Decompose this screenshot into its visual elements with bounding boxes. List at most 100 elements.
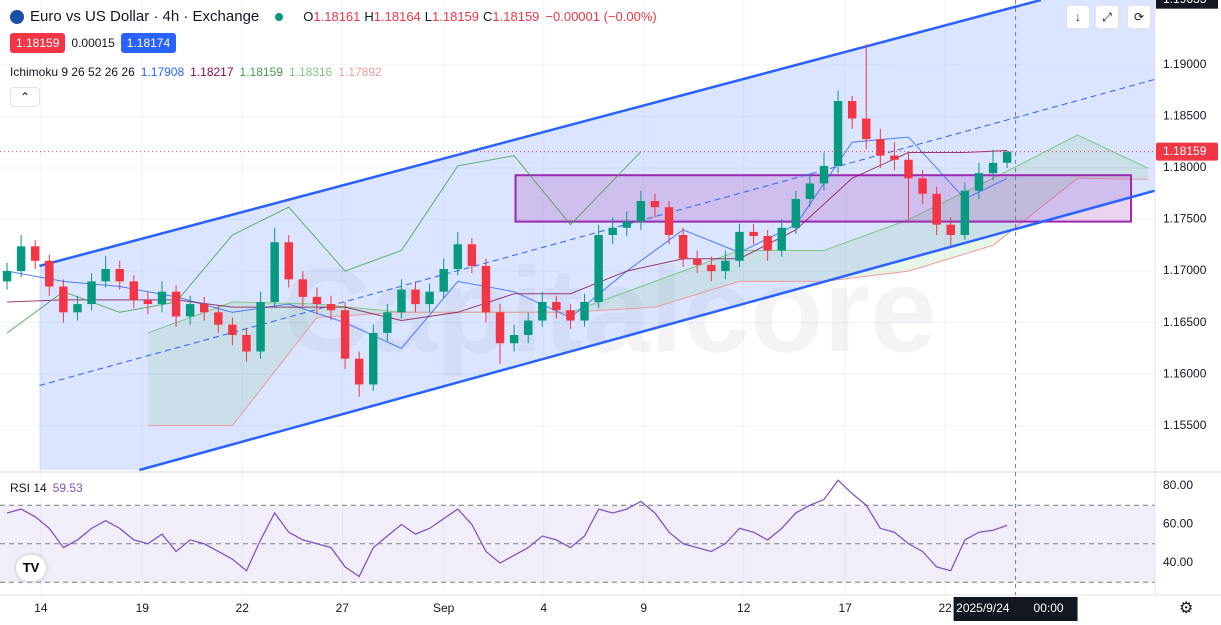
indicator-name[interactable]: Ichimoku 9 26 52 26 26 <box>10 65 135 79</box>
x-tick-label: 22 <box>236 601 250 615</box>
candle-body <box>552 301 561 311</box>
candle-body <box>228 324 237 335</box>
last-price-box <box>1156 142 1218 161</box>
crosshair-price-box <box>1156 0 1218 9</box>
candle-body <box>791 198 801 228</box>
candle-body <box>73 304 82 313</box>
refresh-button[interactable]: ⟳ <box>1127 5 1151 29</box>
x-tick-label: 22 <box>938 601 952 615</box>
indicator-value: 1.17908 <box>140 65 185 79</box>
symbol-icon <box>10 9 24 24</box>
candle-body <box>805 183 815 199</box>
candle-body <box>594 235 603 302</box>
x-tick-label: 27 <box>336 601 350 615</box>
ohlc-label: L <box>424 9 433 24</box>
candle-body <box>256 301 265 352</box>
candle-body <box>59 286 68 313</box>
x-tick-label: 12 <box>737 601 751 615</box>
ohlc-value: 1.18164 <box>373 9 421 24</box>
x-tick-label: 17 <box>838 601 852 615</box>
candle-body <box>650 200 660 208</box>
candle-body <box>30 246 40 261</box>
candle-body <box>453 244 462 270</box>
y-tick-label: 1.16000 <box>1163 366 1207 380</box>
candle-body <box>721 260 730 272</box>
candle-body <box>622 221 632 228</box>
candle-body <box>1002 151 1012 163</box>
zone <box>514 174 1133 223</box>
quote-row: 1.18159 0.00015 1.18174 <box>10 33 177 53</box>
indicator-value: 1.18316 <box>288 65 333 79</box>
candle-body <box>369 332 378 385</box>
ohlc-value: 1.18159 <box>432 9 480 24</box>
scroll-button[interactable]: ↓ <box>1066 5 1090 29</box>
rsi-value: 59.53 <box>52 481 83 495</box>
watermark: Capitalcore <box>283 244 937 378</box>
candle-body <box>819 165 829 184</box>
y-tick-label: 80.00 <box>1163 478 1193 492</box>
crosshair-price-label: 1.19633 <box>1163 0 1207 6</box>
candle-body <box>847 101 857 119</box>
candle-body <box>284 242 293 280</box>
candle-body <box>735 231 744 261</box>
candle-body <box>678 235 688 259</box>
candle-body <box>326 304 336 311</box>
y-tick-label: 1.18500 <box>1163 109 1207 123</box>
x-tick-label: Sep <box>433 601 455 615</box>
candle-body <box>566 310 575 321</box>
bid[interactable]: 1.18159 <box>10 33 66 53</box>
tv-logo[interactable]: TV <box>16 555 46 581</box>
header-row: Euro vs US Dollar · 4h · Exchange O1.181… <box>10 8 657 25</box>
crosshair-time: 00:00 <box>1034 601 1064 615</box>
candle-body <box>45 260 54 287</box>
candle-body <box>2 271 12 282</box>
candle-body <box>200 304 209 313</box>
candle-body <box>354 358 364 385</box>
ohlc-value: 1.18161 <box>313 9 361 24</box>
candle-body <box>876 139 885 156</box>
candle-body <box>495 312 505 344</box>
candle-body <box>157 291 167 305</box>
candle-body <box>664 207 674 235</box>
candle-body <box>383 312 392 333</box>
candle-body <box>439 269 448 292</box>
rsi-line <box>6 479 1008 578</box>
candle-body <box>974 173 984 191</box>
candle-body <box>707 264 716 272</box>
y-tick-label: 1.18000 <box>1163 160 1207 174</box>
crosshair-date: 2025/9/24 <box>956 601 1010 615</box>
y-tick-label: 60.00 <box>1163 517 1193 531</box>
candle-body <box>918 178 927 194</box>
ohlc-value: 1.18159 <box>492 9 540 24</box>
ohlc-label: C <box>483 9 493 24</box>
collapse-button[interactable]: ⌃ <box>10 87 40 107</box>
channel-middle <box>39 78 1156 386</box>
candle-body <box>397 289 406 313</box>
ask[interactable]: 1.18174 <box>120 33 177 53</box>
spread: 0.00015 <box>71 36 115 50</box>
rsi-name[interactable]: RSI 14 <box>10 481 47 495</box>
settings-button[interactable]: ⚙ <box>1179 600 1194 617</box>
candle-body <box>298 279 308 297</box>
candle-body <box>115 269 124 282</box>
indicator-line <box>6 151 642 334</box>
indicator-value: 1.18159 <box>239 65 283 79</box>
rsi-legend: RSI 14 59.53 <box>10 481 83 495</box>
y-tick-label: 1.17000 <box>1163 263 1207 277</box>
candle-body <box>270 242 279 302</box>
ohlc-label: O <box>303 9 314 24</box>
expand-button[interactable]: ⤢ <box>1095 5 1119 29</box>
channel-lower <box>139 189 1156 472</box>
y-tick-label: 40.00 <box>1163 555 1193 569</box>
indicator-value: 1.17892 <box>338 65 382 79</box>
symbol-title[interactable]: Euro vs US Dollar · 4h · Exchange <box>30 8 260 25</box>
candle-body <box>693 258 702 265</box>
candle-body <box>467 244 477 266</box>
last-price-label: 1.18159 <box>1163 144 1207 158</box>
candle-body <box>523 320 533 335</box>
candle-body <box>509 334 519 344</box>
x-tick-label: 19 <box>136 601 150 615</box>
cloud-fill <box>147 135 1148 426</box>
